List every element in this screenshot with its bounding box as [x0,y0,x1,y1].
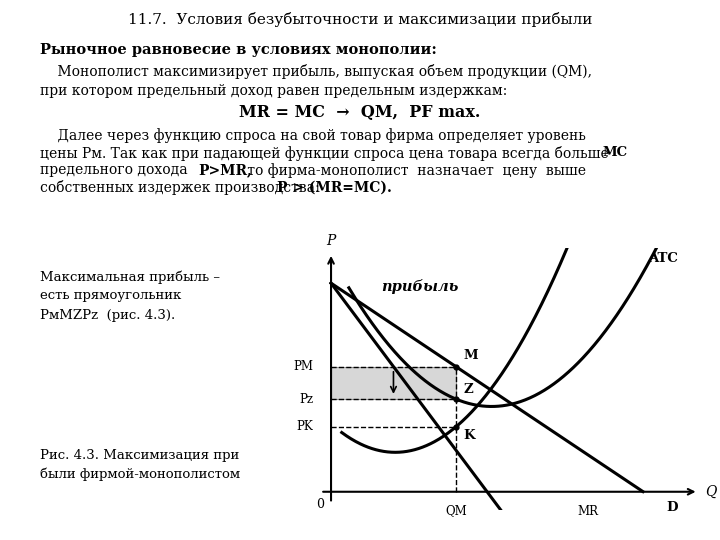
Text: MR = MC  →  QM,  PF max.: MR = MC → QM, PF max. [239,104,481,120]
Text: Монополист максимизирует прибыль, выпуская объем продукции (QM),
при котором пре: Монополист максимизирует прибыль, выпуск… [40,64,592,98]
Bar [331,367,456,399]
Text: PM: PM [293,360,313,373]
Text: P>MR,: P>MR, [198,163,252,177]
Text: цены Рм. Так как при падающей функции спроса цена товара всегда больше: цены Рм. Так как при падающей функции сп… [40,146,608,161]
Text: Далее через функцию спроса на свой товар фирма определяет уровень: Далее через функцию спроса на свой товар… [40,129,585,144]
Text: QM: QM [445,504,467,517]
Text: то фирма-монополист  назначает  цену  выше: то фирма-монополист назначает цену выше [243,163,586,178]
Text: предельного дохода: предельного дохода [40,163,192,177]
Text: MC: MC [602,146,627,159]
Text: D: D [667,501,678,514]
Text: Z: Z [463,382,473,396]
Text: Pz: Pz [300,393,313,406]
Text: K: K [463,429,474,442]
Text: M: M [463,349,477,362]
Text: PK: PK [297,420,313,434]
Text: P: P [326,234,336,248]
Text: Рыночное равновесие в условиях монополии:: Рыночное равновесие в условиях монополии… [40,43,436,57]
Text: прибыль: прибыль [382,279,459,294]
Text: MR: MR [577,504,598,517]
Text: ATC: ATC [649,252,678,265]
Text: 0: 0 [316,498,324,511]
Text: P > (MR=MC).: P > (MR=MC). [277,180,392,194]
Text: Рис. 4.3. Максимизация при
были фирмой-монополистом: Рис. 4.3. Максимизация при были фирмой-м… [40,449,240,481]
Text: Q: Q [706,485,717,499]
Text: собственных издержек производства:: собственных издержек производства: [40,180,323,195]
Text: 11.7.  Условия безубыточности и максимизации прибыли: 11.7. Условия безубыточности и максимиза… [128,12,592,27]
Text: Максимальная прибыль –
есть прямоугольник
РмMZPz  (рис. 4.3).: Максимальная прибыль – есть прямоугольни… [40,270,220,321]
